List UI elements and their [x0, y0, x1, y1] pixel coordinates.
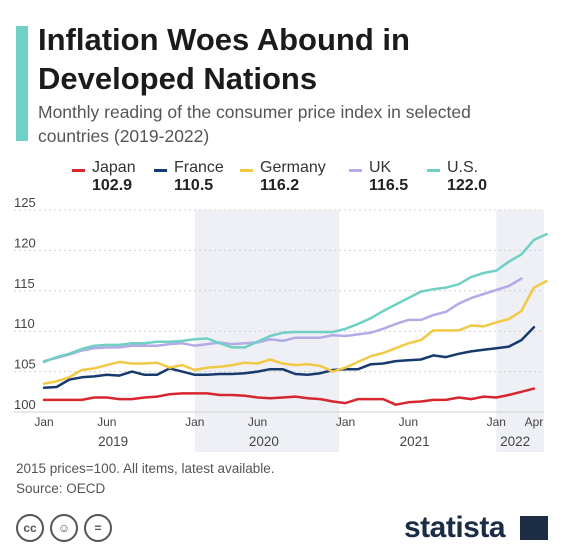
- legend-swatch-france: [154, 169, 167, 172]
- x-tick-label-7: Apr: [525, 415, 544, 429]
- x-tick-label-0: Jan: [34, 415, 53, 429]
- note-baseline: 2015 prices=100. All items, latest avail…: [16, 461, 275, 476]
- year-label-2019: 2019: [98, 434, 128, 449]
- legend-name-uk: UK: [369, 159, 392, 176]
- title-accent-bar: [16, 26, 28, 141]
- series-line-us: [42, 232, 548, 364]
- y-tick-label-120: 120: [14, 235, 36, 250]
- x-tick-label-6: Jan: [487, 415, 506, 429]
- legend-swatch-uk: [349, 169, 362, 172]
- y-tick-label-105: 105: [14, 357, 36, 372]
- legend-value-japan: 102.9: [92, 177, 133, 194]
- legend-name-us: U.S.: [447, 159, 479, 176]
- note-source: Source: OECD: [16, 481, 106, 496]
- chart-legend: Japan 102.9 France 110.5 Germany 116.2 U…: [72, 159, 552, 199]
- legend-value-germany: 116.2: [260, 177, 300, 194]
- series-line-france: [42, 325, 536, 390]
- legend-swatch-germany: [240, 169, 253, 172]
- legend-value-uk: 116.5: [369, 177, 409, 194]
- x-tick-label-5: Jun: [399, 415, 418, 429]
- y-tick-label-110: 110: [14, 316, 35, 331]
- chart-notes: 2015 prices=100. All items, latest avail…: [16, 459, 275, 499]
- logo-text: statista: [404, 511, 506, 544]
- series-line-uk: [42, 277, 523, 363]
- x-tick-label-3: Jun: [248, 415, 267, 429]
- legend-name-france: France: [174, 159, 224, 176]
- year-label-2021: 2021: [400, 434, 430, 449]
- legend-name-japan: Japan: [92, 159, 136, 176]
- x-tick-label-2: Jan: [185, 415, 204, 429]
- legend-value-us: 122.0: [447, 177, 488, 194]
- year-label-2022: 2022: [500, 434, 530, 449]
- page-subtitle: Monthly reading of the consumer price in…: [38, 102, 471, 146]
- creative-commons-icon: cc: [16, 514, 44, 542]
- series-line-germany: [42, 279, 548, 385]
- series-line-japan: [42, 387, 536, 406]
- y-tick-label-100: 100: [14, 397, 36, 412]
- attribution-person-icon: ☺: [50, 514, 78, 542]
- legend-value-france: 110.5: [174, 177, 214, 194]
- legend-name-germany: Germany: [260, 159, 326, 176]
- no-derivatives-icon: =: [84, 514, 112, 542]
- year-label-2020: 2020: [249, 434, 279, 449]
- page-title: Inflation Woes Abound in Developed Natio…: [38, 22, 410, 96]
- y-tick-label-115: 115: [14, 276, 35, 291]
- legend-swatch-us: [427, 169, 440, 172]
- x-tick-label-1: Jun: [97, 415, 116, 429]
- legend-swatch-japan: [72, 169, 85, 172]
- y-tick-label-125: 125: [14, 195, 36, 210]
- x-tick-label-4: Jan: [336, 415, 355, 429]
- logo-mark-icon: [520, 516, 548, 540]
